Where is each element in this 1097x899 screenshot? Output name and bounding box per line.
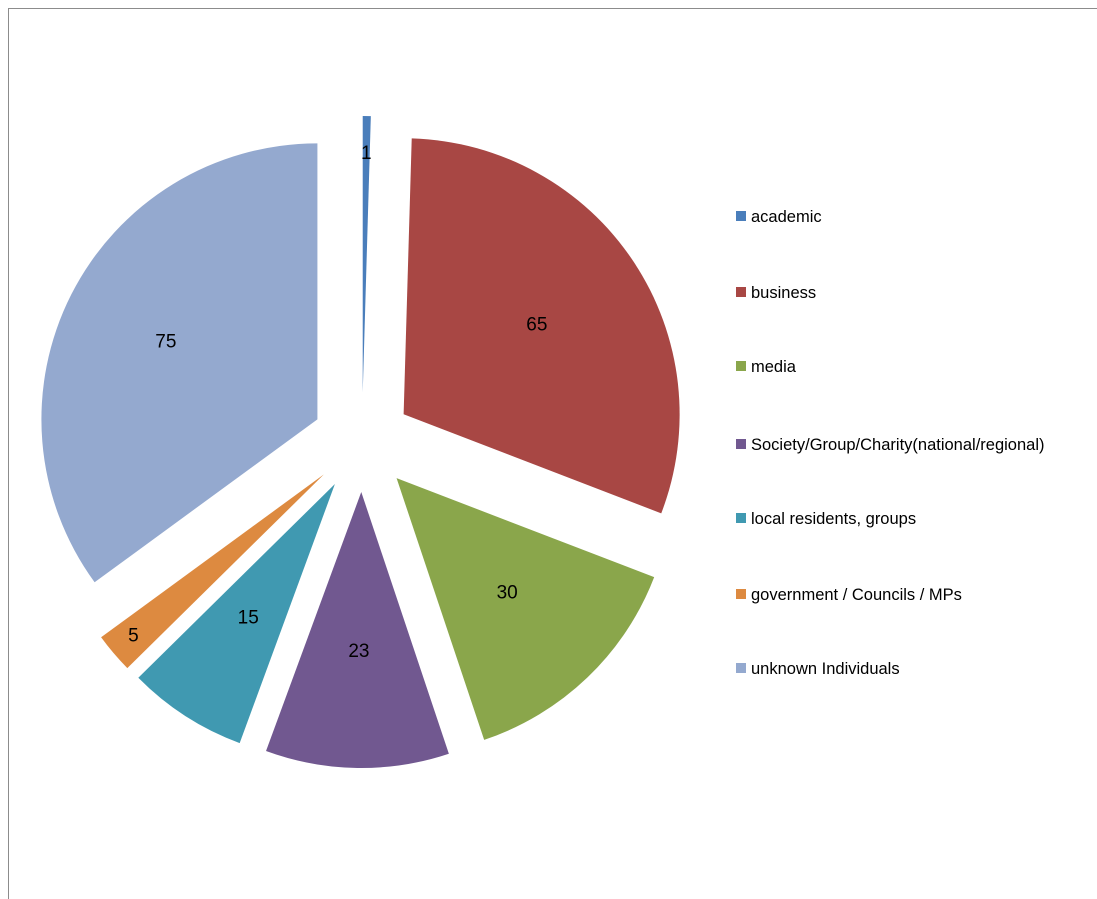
legend-label-local-residents: local residents, groups <box>751 510 917 528</box>
legend-label-media: media <box>751 358 796 376</box>
data-label-government: 5 <box>128 625 139 646</box>
legend-swatch-media <box>736 361 746 371</box>
legend-item-society: Society/Group/Charity(national/regional) <box>736 434 1083 457</box>
legend-swatch-unknown-individuals <box>736 663 746 673</box>
legend-label-government: government / Councils / MPs <box>751 586 962 604</box>
pie-slice-government <box>101 474 324 669</box>
legend-item-media: media <box>736 356 1091 379</box>
legend-item-local-residents: local residents, groups <box>736 508 1091 531</box>
legend-swatch-society <box>736 439 746 449</box>
data-label-society: 23 <box>348 641 369 662</box>
pie-slice-business <box>403 138 680 514</box>
legend-label-society: Society/Group/Charity(national/regional) <box>751 436 1045 454</box>
pie-slice-academic <box>362 116 371 393</box>
data-label-unknown-individuals: 75 <box>155 331 176 352</box>
legend-item-academic: academic <box>736 206 1091 229</box>
data-label-local-residents: 15 <box>238 608 259 629</box>
legend-swatch-academic <box>736 211 746 221</box>
data-label-media: 30 <box>497 583 518 604</box>
pie-slice-society <box>266 491 449 768</box>
data-label-academic: 1 <box>361 143 372 164</box>
legend-label-academic: academic <box>751 208 822 226</box>
legend-label-unknown-individuals: unknown Individuals <box>751 660 900 678</box>
legend-item-government: government / Councils / MPs <box>736 584 1091 607</box>
pie-slice-media <box>396 478 655 740</box>
pie-slice-local-residents <box>138 484 335 744</box>
legend-swatch-local-residents <box>736 513 746 523</box>
legend-item-unknown-individuals: unknown Individuals <box>736 658 1091 681</box>
legend-label-business: business <box>751 284 817 302</box>
legend-item-business: business <box>736 282 1091 305</box>
legend-swatch-government <box>736 589 746 599</box>
legend-swatch-business <box>736 287 746 297</box>
data-label-business: 65 <box>526 315 547 336</box>
pie-slice-unknown-individuals <box>41 143 318 583</box>
